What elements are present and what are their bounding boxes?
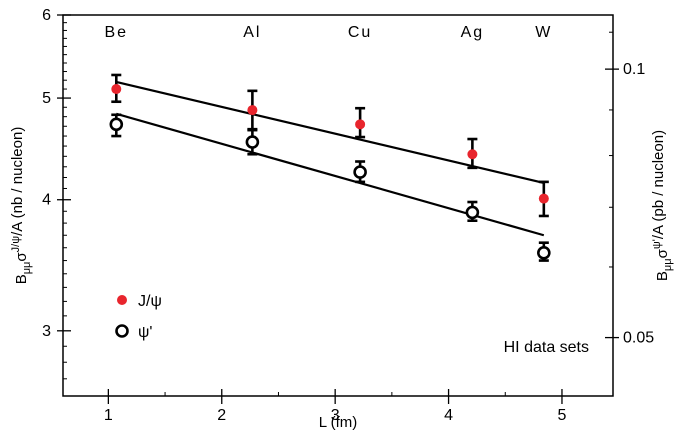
element-label-al: Al: [243, 24, 261, 41]
y-right-axis-label-part: μμ: [662, 258, 674, 271]
fit-lines: [115, 80, 545, 237]
y-left-tick-label: 3: [42, 323, 51, 340]
y-left-axis-label-part: J/ψ: [10, 236, 22, 253]
axis-ticks: [57, 14, 619, 404]
y-left-axis-label-part: /A (nb / nucleon): [9, 127, 26, 236]
y-left-axis-label-part: B: [13, 274, 30, 284]
y-right-axis-label-part: ψ': [651, 239, 663, 249]
element-label-cu: Cu: [348, 24, 372, 41]
annotation-hi-data-sets: HI data sets: [504, 339, 589, 356]
y-left-axis-label: BμμσJ/ψ/A (nb / nucleon): [9, 127, 33, 285]
y-right-axis-label-part: σ: [654, 248, 671, 258]
x-tick-label: 5: [558, 407, 567, 424]
data-point-jpsi: [355, 119, 366, 130]
data-point-psiprime: [537, 246, 551, 260]
x-tick-label: 2: [217, 407, 226, 424]
data-point-psiprime: [353, 165, 367, 179]
y-left-tick-label: 4: [42, 192, 51, 209]
data-point-psiprime: [245, 135, 260, 149]
y-right-axis-label-part: /A (pb / nucleon): [650, 130, 667, 239]
legend-label: ψ': [138, 324, 152, 341]
y-right-axis-label: Bμμσψ'/A (pb / nucleon): [650, 130, 674, 281]
legend-label: J/ψ: [138, 293, 162, 310]
y-right-tick-label: 0.1: [623, 61, 645, 78]
data-point-jpsi: [111, 84, 122, 95]
legend-marker-jpsi: [117, 295, 127, 305]
data-markers: [109, 84, 551, 338]
element-label-be: Be: [105, 24, 129, 41]
y-left-axis-label-part: σ: [13, 252, 30, 262]
data-point-jpsi: [467, 149, 478, 160]
data-point-jpsi: [538, 193, 549, 204]
x-tick-label: 1: [104, 407, 113, 424]
data-point-jpsi: [247, 105, 258, 116]
plot-frame: [62, 14, 614, 397]
data-point-psiprime: [109, 117, 124, 132]
y-right-axis-label-part: B: [654, 271, 671, 281]
y-left-tick-label: 6: [42, 7, 51, 24]
x-axis-label: L (fm): [319, 414, 358, 431]
data-point-psiprime: [465, 205, 480, 220]
element-label-ag: Ag: [461, 24, 485, 41]
legend-marker-psiprime: [115, 324, 129, 338]
element-label-w: W: [535, 24, 552, 41]
y-left-axis-label-part: μμ: [21, 262, 33, 275]
x-tick-label: 4: [444, 407, 453, 424]
y-left-tick-label: 5: [42, 90, 51, 107]
x-tick-label: 3: [331, 407, 340, 424]
y-right-tick-label: 0.05: [623, 330, 654, 347]
